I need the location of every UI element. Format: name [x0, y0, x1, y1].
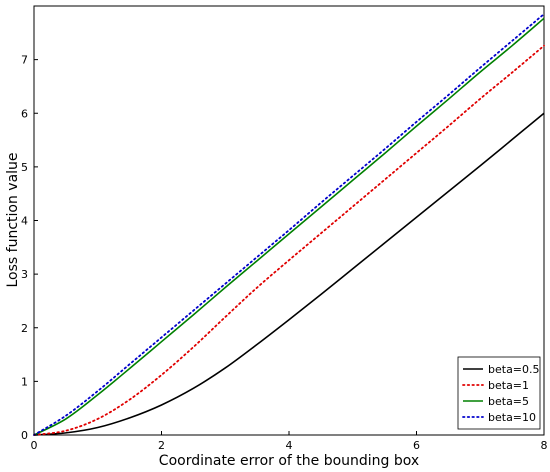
x-tick-label: 4	[286, 439, 293, 452]
x-tick-label: 6	[413, 439, 420, 452]
y-tick-label: 4	[21, 215, 28, 228]
y-tick-label: 5	[21, 161, 28, 174]
y-tick-label: 1	[21, 375, 28, 388]
y-tick-label: 6	[21, 107, 28, 120]
series-line-beta-0-5	[33, 112, 545, 436]
legend-label-beta-10: beta=10	[488, 411, 536, 424]
y-tick-label: 7	[21, 54, 28, 67]
legend: beta=0.5 beta=1 beta=5 beta=10	[457, 356, 541, 430]
y-axis-ticks: 0 1 2 3 4 5 6 7	[21, 54, 38, 442]
legend-label-beta-1: beta=1	[488, 379, 529, 392]
x-tick-label: 2	[158, 439, 165, 452]
series-line-beta-5	[33, 17, 545, 436]
y-tick-label: 3	[21, 268, 28, 281]
legend-label-beta-5: beta=5	[488, 395, 529, 408]
x-axis-label: Coordinate error of the bounding box	[159, 453, 419, 469]
x-axis-ticks: 0 2 4 6 8	[31, 431, 548, 452]
y-tick-label: 2	[21, 322, 28, 335]
legend-label-beta-0-5: beta=0.5	[488, 363, 540, 376]
x-tick-label: 8	[541, 439, 548, 452]
y-axis-label: Loss function value	[5, 152, 21, 287]
y-tick-label: 0	[21, 429, 28, 442]
series-line-beta-1	[33, 44, 545, 436]
series-lines	[33, 13, 545, 436]
x-tick-label: 0	[31, 439, 38, 452]
